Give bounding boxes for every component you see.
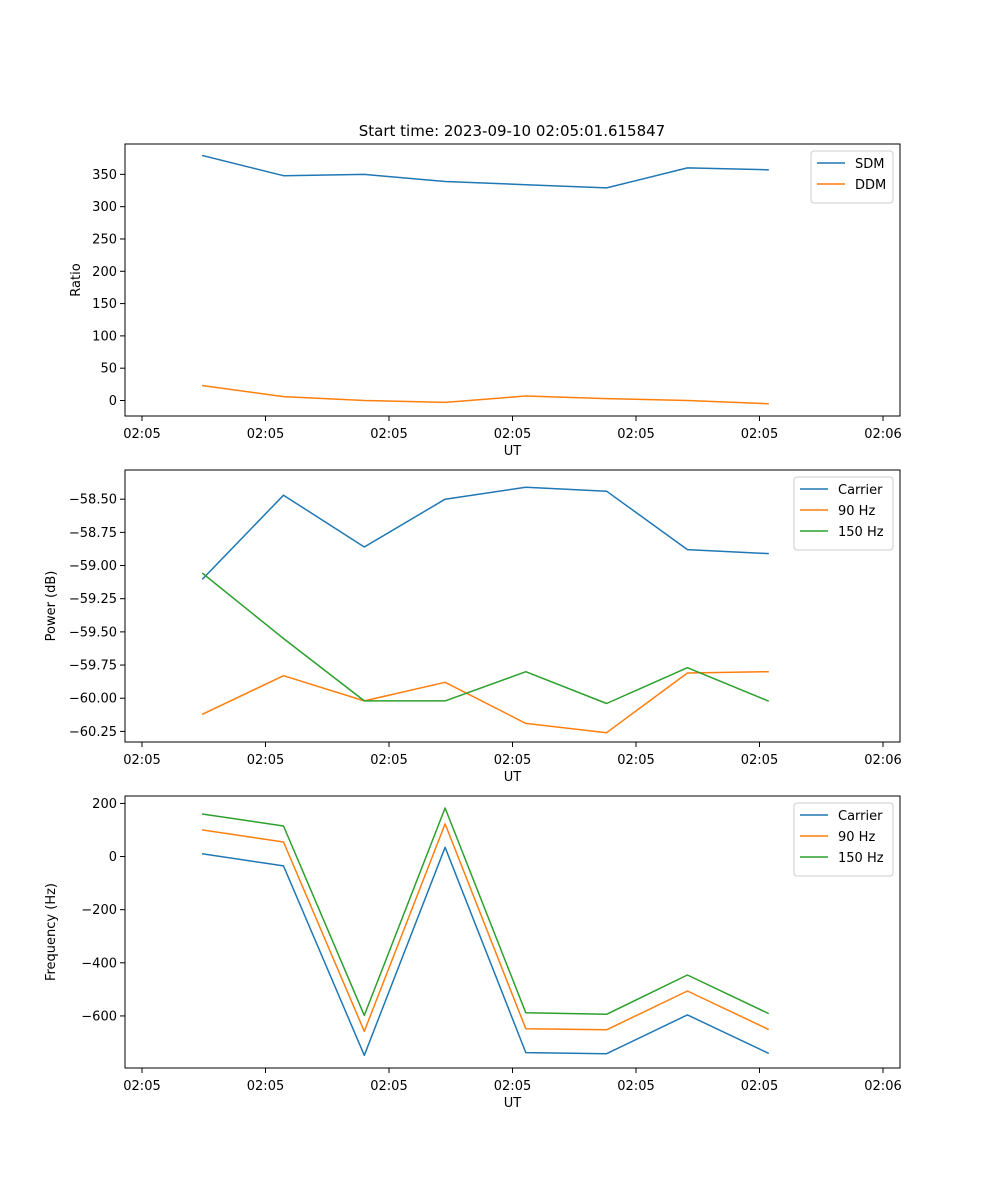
- x-tick-label: 02:05: [617, 1079, 654, 1094]
- y-tick-label: −58.75: [69, 526, 117, 541]
- y-tick-label: 300: [92, 200, 117, 215]
- panels: 02:05 02:05 02:05 02:05 02:05 02:05 02:06 0 50 10…: [44, 143, 902, 1111]
- legend-label-2: 90 Hz: [838, 830, 875, 845]
- x-tick-label: 02:06: [864, 427, 901, 442]
- x-tick-label: 02:05: [123, 427, 160, 442]
- legend-box: [810, 150, 894, 204]
- x-tick-label: 02:05: [247, 1079, 284, 1094]
- series-line-3-3: [201, 807, 770, 1017]
- series-line-2-1: [201, 486, 769, 580]
- x-axis-label: UT: [504, 444, 522, 459]
- series-line-2-2: [201, 670, 769, 734]
- y-tick-label: 50: [100, 362, 117, 377]
- legend-3: Carrier 90 Hz 150 Hz: [793, 802, 894, 877]
- x-tick-label: 02:05: [741, 753, 778, 768]
- legend-label-3: 150 Hz: [838, 525, 884, 540]
- x-tick-label: 02:05: [247, 753, 284, 768]
- y-tick-label: 250: [92, 232, 117, 247]
- x-tick-label: 02:05: [370, 753, 407, 768]
- y-tick-label: 100: [92, 329, 117, 344]
- series-line-1-2: [201, 384, 769, 405]
- y-axis-label: Power (dB): [44, 571, 59, 642]
- x-tick-label: 02:06: [864, 1079, 901, 1094]
- panel-1: 02:05 02:05 02:05 02:05 02:05 02:05 02:06 0 50 10…: [69, 143, 902, 459]
- legend-label-2: 90 Hz: [838, 504, 875, 519]
- x-tick-label: 02:05: [741, 427, 778, 442]
- y-axis-label: Frequency (Hz): [44, 883, 59, 981]
- y-tick-label: −200: [81, 903, 117, 918]
- series-line-3-2: [201, 823, 770, 1033]
- x-axis-label: UT: [504, 770, 522, 785]
- x-tick-label: 02:05: [617, 427, 654, 442]
- y-tick-label: −60.25: [69, 725, 117, 740]
- x-tick-label: 02:05: [123, 1079, 160, 1094]
- series-line-3-1: [201, 846, 770, 1057]
- y-tick-label: −400: [81, 956, 117, 971]
- x-tick-label: 02:05: [247, 427, 284, 442]
- x-tick-label: 02:05: [494, 753, 531, 768]
- x-tick-label: 02:05: [370, 1079, 407, 1094]
- legend-label-3: 150 Hz: [838, 851, 884, 866]
- legend-label-2: DDM: [855, 178, 886, 193]
- axes-frame-2: [124, 469, 901, 743]
- x-tick-label: 02:05: [123, 753, 160, 768]
- y-tick-label: 200: [92, 797, 117, 812]
- x-tick-label: 02:05: [617, 753, 654, 768]
- series-line-2-3: [201, 572, 770, 705]
- y-tick-label: 350: [92, 168, 117, 183]
- legend-label-1: Carrier: [838, 809, 883, 824]
- y-tick-label: 0: [109, 394, 117, 409]
- y-tick-label: −59.75: [69, 659, 117, 674]
- legend-label-1: SDM: [855, 157, 884, 172]
- series-line-1-1: [201, 154, 769, 189]
- y-tick-label: −58.50: [69, 493, 117, 508]
- axes-frame-3: [124, 795, 901, 1069]
- y-tick-label: 200: [92, 265, 117, 280]
- x-axis-label: UT: [504, 1096, 522, 1111]
- y-tick-label: −600: [81, 1009, 117, 1024]
- legend-1: SDM DDM: [810, 150, 894, 204]
- x-tick-label: 02:05: [370, 427, 407, 442]
- x-tick-label: 02:05: [494, 1079, 531, 1094]
- x-tick-label: 02:06: [864, 753, 901, 768]
- y-tick-label: −59.50: [69, 625, 117, 640]
- y-tick-label: −60.00: [69, 692, 117, 707]
- figure-title: Start time: 2023-09-10 02:05:01.615847: [359, 122, 665, 140]
- y-tick-label: 150: [92, 297, 117, 312]
- x-tick-label: 02:05: [494, 427, 531, 442]
- x-tick-label: 02:05: [741, 1079, 778, 1094]
- panel-3: 02:05 02:05 02:05 02:05 02:05 02:05 02:06 200 0 −…: [44, 795, 902, 1111]
- y-tick-label: −59.00: [69, 559, 117, 574]
- panel-2: 02:05 02:05 02:05 02:05 02:05 02:05 02:06 −58.5…: [44, 469, 902, 785]
- y-axis-label: Ratio: [69, 263, 84, 296]
- y-tick-label: −59.25: [69, 592, 117, 607]
- legend-label-1: Carrier: [838, 483, 883, 498]
- legend-2: Carrier 90 Hz 150 Hz: [793, 476, 894, 551]
- y-tick-label: 0: [109, 850, 117, 865]
